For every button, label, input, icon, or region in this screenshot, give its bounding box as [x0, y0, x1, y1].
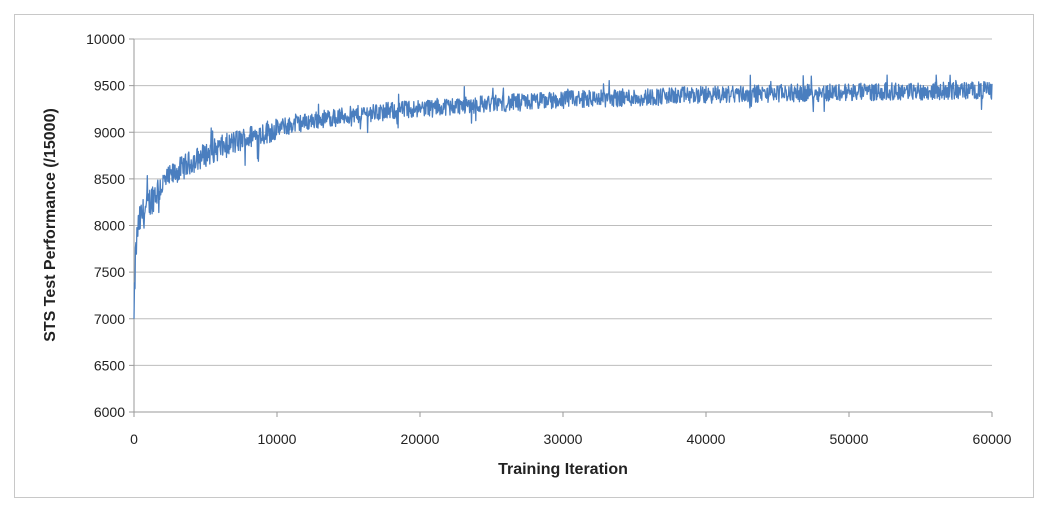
y-tick-label: 8000: [94, 218, 125, 234]
x-tick-label: 0: [130, 431, 138, 447]
x-tick-label: 30000: [544, 431, 583, 447]
y-tick-label: 7500: [94, 264, 125, 280]
y-tick-label: 6500: [94, 357, 125, 373]
series-line-0: [133, 74, 993, 319]
x-tick-label: 60000: [973, 431, 1012, 447]
line-chart: 6000 6500 7000 7500 8000 8500 9000 9500 10000 0 10…: [42, 31, 1012, 478]
y-tick-label: 9500: [94, 78, 125, 94]
x-tick-label: 10000: [258, 431, 297, 447]
y-tick-label: 8500: [94, 171, 125, 187]
y-tick-label: 10000: [86, 31, 125, 47]
x-tick-label: 40000: [687, 431, 726, 447]
x-tick-label: 20000: [401, 431, 440, 447]
y-tick-label: 9000: [94, 124, 125, 140]
y-tick-label: 7000: [94, 311, 125, 327]
y-axis-title: STS Test Performance (/15000): [42, 108, 59, 342]
y-tick-label: 6000: [94, 404, 125, 420]
chart-frame: 6000 6500 7000 7500 8000 8500 9000 9500 10000 0 10…: [14, 14, 1034, 498]
x-axis-title: Training Iteration: [498, 461, 628, 478]
x-tick-label: 50000: [830, 431, 869, 447]
